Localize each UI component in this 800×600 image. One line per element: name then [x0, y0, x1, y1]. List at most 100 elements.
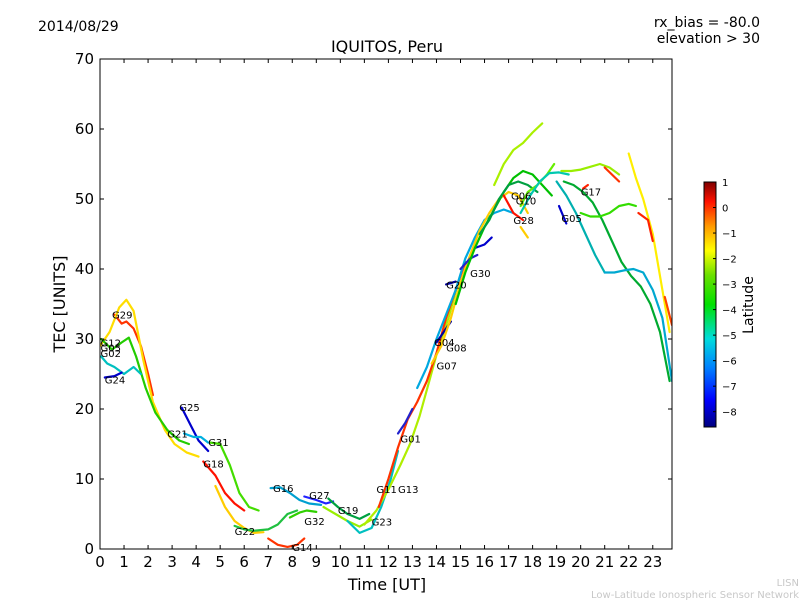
- x-tick-label-17: 17: [499, 553, 518, 571]
- series-g17d: [579, 202, 637, 218]
- series-g22b: [233, 509, 299, 532]
- y-axis-label: TEC [UNITS]: [50, 256, 69, 354]
- x-tick-label-1: 1: [119, 553, 129, 571]
- sat-label-g01-18: G01: [400, 434, 420, 445]
- date-label: 2014/08/29: [38, 19, 119, 35]
- series-g17e: [603, 267, 672, 383]
- colorbar-tick-label--6: −6: [722, 357, 737, 368]
- sat-label-g24-4: G24: [105, 376, 125, 387]
- x-tick-label-10: 10: [331, 553, 350, 571]
- sat-label-g02-3: G02: [101, 349, 121, 360]
- y-tick-label-60: 60: [75, 120, 94, 138]
- series-g24: [103, 371, 123, 379]
- colorbar-tick-label--7: −7: [722, 382, 737, 393]
- sat-label-g14-11: G14: [292, 543, 312, 554]
- sat-label-g05-27: G05: [561, 214, 581, 225]
- rx-bias-label: rx_bias = -80.0: [654, 15, 760, 31]
- series-g30b: [473, 236, 493, 250]
- chart-title: IQUITOS, Peru: [331, 37, 443, 56]
- sat-label-g12-1: G12: [101, 339, 121, 350]
- sat-label-g22-9: G22: [235, 527, 255, 538]
- series-g02: [100, 355, 142, 376]
- x-tick-label-4: 4: [191, 553, 201, 571]
- y-tick-label-70: 70: [75, 50, 94, 68]
- sat-label-g25-5: G25: [179, 403, 199, 414]
- y-tick-label-10: 10: [75, 470, 94, 488]
- colorbar-tick-label-1: 1: [722, 178, 728, 189]
- series-g01b: [396, 407, 414, 435]
- colorbar-tick-label-0: 0: [722, 204, 728, 215]
- y-tick-label-30: 30: [75, 330, 94, 348]
- series-g05c: [555, 180, 606, 274]
- colorbar-tick-label--3: −3: [722, 280, 737, 291]
- series-g29: [113, 313, 154, 397]
- series-g17r: [582, 183, 589, 190]
- series-g21: [183, 432, 210, 444]
- series-g07: [430, 190, 529, 365]
- series-g10b: [519, 225, 529, 239]
- series-g14: [267, 537, 306, 548]
- series-g31: [209, 441, 260, 512]
- series-g27: [303, 495, 335, 505]
- series-g17f: [627, 152, 671, 334]
- x-tick-label-15: 15: [451, 553, 470, 571]
- series-g12: [100, 298, 200, 458]
- x-tick-label-19: 19: [547, 553, 566, 571]
- x-tick-label-6: 6: [239, 553, 249, 571]
- x-tick-label-2: 2: [143, 553, 153, 571]
- series-g17g: [637, 211, 654, 243]
- series-g17b: [603, 166, 621, 183]
- colorbar: [703, 181, 717, 428]
- y-tick-label-20: 20: [75, 400, 94, 418]
- series-g18: [202, 460, 246, 512]
- sat-label-g04-19: G04: [434, 338, 454, 349]
- x-tick-label-5: 5: [215, 553, 225, 571]
- sat-label-g21-6: G21: [167, 430, 187, 441]
- colorbar-tick-label--1: −1: [722, 229, 737, 240]
- x-tick-label-3: 3: [167, 553, 177, 571]
- sat-label-g19-14: G19: [338, 506, 358, 517]
- elevation-label: elevation > 30: [657, 31, 760, 47]
- y-tick-label-50: 50: [75, 190, 94, 208]
- colorbar-tick-label--5: −5: [722, 331, 737, 342]
- x-tick-label-22: 22: [619, 553, 638, 571]
- series-g11: [346, 449, 400, 534]
- sat-label-g29-0: G29: [112, 311, 132, 322]
- x-tick-label-21: 21: [595, 553, 614, 571]
- series-g04: [416, 208, 515, 390]
- series-g17c: [562, 180, 671, 383]
- footer-network: Low-Latitude Ionospheric Sensor Network: [591, 590, 799, 600]
- sat-label-g17-28: G17: [581, 187, 601, 198]
- x-tick-label-14: 14: [427, 553, 446, 571]
- series-g05b: [519, 171, 570, 215]
- sat-label-g05-2: G05: [101, 343, 121, 354]
- series-g05: [557, 204, 568, 225]
- sat-label-g10-25: G10: [516, 196, 536, 207]
- series-g17: [560, 162, 621, 176]
- x-tick-label-13: 13: [403, 553, 422, 571]
- series-g32: [288, 509, 318, 519]
- sat-label-g11-16: G11: [376, 485, 396, 496]
- sat-label-g32-12: G32: [304, 517, 324, 528]
- series-g10: [478, 180, 539, 236]
- series-g28: [502, 194, 525, 222]
- sat-label-g13-17: G13: [398, 485, 418, 496]
- y-tick-label-40: 40: [75, 260, 94, 278]
- sat-label-g30-23: G30: [470, 269, 490, 280]
- sat-label-g16-10: G16: [273, 484, 293, 495]
- sat-label-g06-24: G06: [511, 192, 531, 203]
- colorbar-tick-label--4: −4: [722, 306, 737, 317]
- series-g17h: [663, 295, 672, 327]
- y-tick-label-0: 0: [84, 540, 94, 558]
- series-g28c: [493, 122, 544, 187]
- sat-label-g31-7: G31: [208, 438, 228, 449]
- x-tick-label-11: 11: [355, 553, 374, 571]
- series-g05: [100, 336, 190, 446]
- x-tick-label-12: 12: [379, 553, 398, 571]
- series-g20: [445, 280, 457, 286]
- sat-label-g20-22: G20: [446, 280, 466, 291]
- colorbar-tick-label--8: −8: [722, 408, 737, 419]
- sat-label-g28-26: G28: [513, 216, 533, 227]
- plot-frame: [99, 58, 673, 550]
